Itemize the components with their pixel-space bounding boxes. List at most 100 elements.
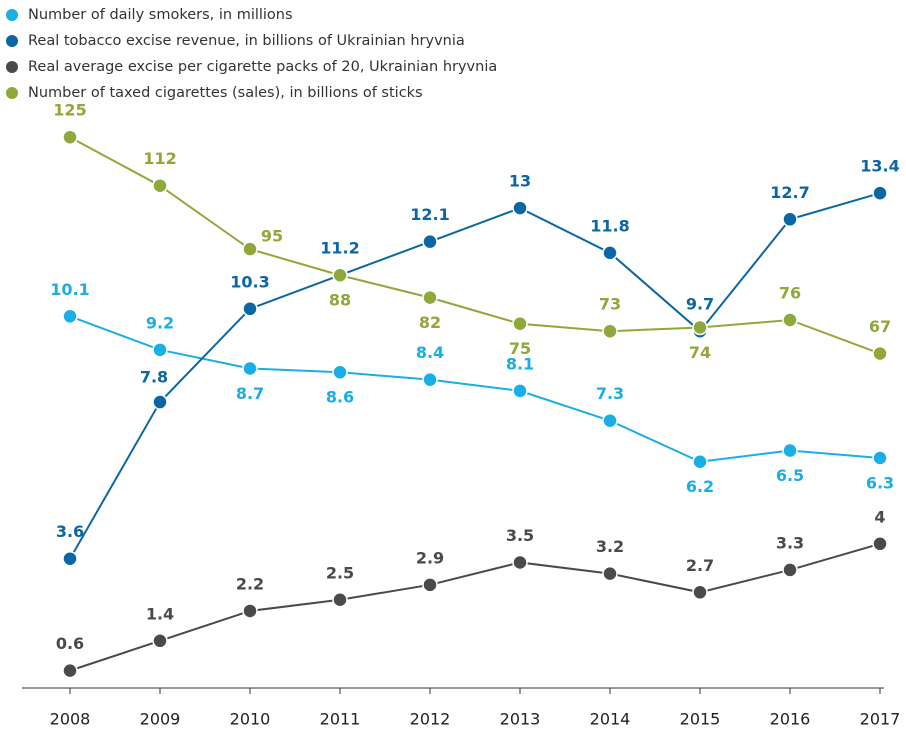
- point: [152, 394, 168, 410]
- point: [332, 592, 348, 608]
- legend-label: Real average excise per cigarette packs …: [28, 59, 497, 75]
- point: [242, 301, 258, 317]
- x-tick-label: 2014: [590, 710, 631, 729]
- series-line: [69, 192, 881, 560]
- value-label: 10.1: [50, 280, 89, 299]
- value-label: 13.4: [860, 157, 899, 176]
- value-label: 11.2: [320, 239, 359, 258]
- value-label: 95: [261, 227, 283, 246]
- value-label: 74: [689, 343, 711, 362]
- value-label: 75: [509, 339, 531, 358]
- point: [872, 185, 888, 201]
- value-label: 9.2: [146, 313, 174, 332]
- point: [872, 450, 888, 466]
- series-line: [69, 315, 881, 463]
- legend-marker: [6, 35, 18, 47]
- value-label: 76: [779, 284, 801, 303]
- x-tick-label: 2012: [410, 710, 451, 729]
- point: [782, 442, 798, 459]
- value-label: 9.7: [686, 295, 714, 314]
- point: [512, 315, 528, 332]
- point: [602, 323, 618, 339]
- value-label: 1.4: [146, 604, 174, 623]
- value-label: 0.6: [56, 634, 84, 653]
- point: [62, 308, 78, 325]
- point: [692, 584, 708, 601]
- point: [512, 200, 528, 216]
- point: [782, 312, 798, 328]
- value-label: 7.8: [140, 368, 168, 387]
- point: [62, 550, 78, 567]
- x-tick-label: 2017: [860, 710, 901, 729]
- point: [332, 267, 348, 283]
- value-label: 12.1: [410, 205, 449, 224]
- value-label: 125: [53, 101, 86, 120]
- x-tick-label: 2016: [770, 710, 811, 729]
- value-label: 12.7: [770, 183, 809, 202]
- point: [62, 129, 78, 145]
- value-label: 2.5: [326, 563, 354, 582]
- value-label: 67: [869, 317, 891, 336]
- value-label: 82: [419, 313, 441, 332]
- value-label: 2.7: [686, 556, 714, 575]
- x-tick-label: 2015: [680, 710, 721, 729]
- point: [872, 536, 888, 552]
- value-label: 6.5: [776, 466, 804, 485]
- x-tick-label: 2011: [320, 710, 361, 729]
- legend-label: Number of daily smokers, in millions: [28, 7, 293, 23]
- x-tick-label: 2010: [230, 710, 271, 729]
- value-label: 112: [143, 149, 176, 168]
- value-label: 13: [509, 172, 531, 191]
- point: [422, 577, 438, 593]
- legend-label: Real tobacco excise revenue, in billions…: [28, 33, 465, 49]
- value-label: 8.7: [236, 384, 264, 403]
- point: [422, 371, 438, 388]
- legend-marker: [6, 87, 18, 99]
- point: [152, 633, 168, 649]
- point: [422, 233, 438, 250]
- point: [242, 241, 258, 257]
- value-label: 2.9: [416, 548, 444, 567]
- point: [782, 211, 798, 228]
- point: [62, 662, 78, 679]
- value-label: 11.8: [590, 216, 629, 235]
- value-label: 10.3: [230, 272, 269, 291]
- legend-marker: [6, 61, 18, 73]
- value-label: 2.2: [236, 574, 264, 593]
- point: [512, 554, 528, 571]
- value-label: 7.3: [596, 384, 624, 403]
- point: [152, 342, 168, 358]
- value-label: 3.3: [776, 533, 804, 552]
- series-line: [69, 136, 881, 355]
- point: [422, 289, 438, 306]
- x-tick-label: 2008: [50, 710, 91, 729]
- x-tick-label: 2013: [500, 710, 541, 729]
- point: [152, 177, 168, 194]
- value-label: 88: [329, 291, 351, 310]
- series-line: [69, 542, 881, 672]
- value-label: 3.6: [56, 522, 84, 541]
- point: [602, 565, 618, 582]
- point: [242, 603, 258, 619]
- point: [332, 364, 348, 380]
- legend-marker: [6, 9, 18, 21]
- point: [692, 319, 708, 336]
- value-label: 4: [874, 507, 885, 526]
- point: [602, 245, 618, 261]
- value-label: 3.2: [596, 537, 624, 556]
- point: [872, 345, 888, 362]
- value-label: 6.3: [866, 474, 894, 493]
- legend-label: Number of taxed cigarettes (sales), in b…: [28, 85, 423, 101]
- point: [692, 453, 708, 470]
- value-label: 6.2: [686, 477, 714, 496]
- value-label: 8.6: [326, 388, 354, 407]
- point: [782, 562, 798, 578]
- value-label: 8.1: [506, 354, 534, 373]
- point: [512, 383, 528, 399]
- value-label: 8.4: [416, 343, 444, 362]
- point: [242, 360, 258, 377]
- value-label: 73: [599, 295, 621, 314]
- value-label: 3.5: [506, 526, 534, 545]
- point: [602, 412, 618, 429]
